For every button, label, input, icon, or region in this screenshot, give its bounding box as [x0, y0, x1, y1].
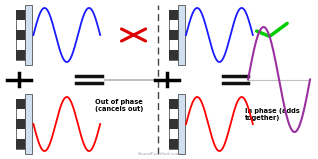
Bar: [169, 30, 178, 40]
Bar: [16, 119, 25, 129]
Bar: [169, 99, 178, 109]
Bar: [16, 30, 25, 40]
Text: In phase (adds
together): In phase (adds together): [245, 108, 300, 121]
Bar: [16, 10, 25, 60]
Bar: [178, 5, 185, 65]
Bar: [169, 99, 178, 149]
Bar: [169, 139, 178, 149]
Bar: [16, 50, 25, 60]
Text: SoundCertified.com: SoundCertified.com: [137, 152, 181, 156]
Bar: [169, 50, 178, 60]
Bar: [169, 10, 178, 60]
Bar: [25, 94, 32, 154]
Bar: [169, 119, 178, 129]
Bar: [16, 99, 25, 109]
Bar: [169, 10, 178, 20]
Bar: [25, 5, 32, 65]
Bar: [16, 99, 25, 149]
Text: Out of phase
(cancels out): Out of phase (cancels out): [95, 99, 144, 112]
Bar: [178, 94, 185, 154]
Bar: [16, 139, 25, 149]
Bar: [16, 10, 25, 20]
